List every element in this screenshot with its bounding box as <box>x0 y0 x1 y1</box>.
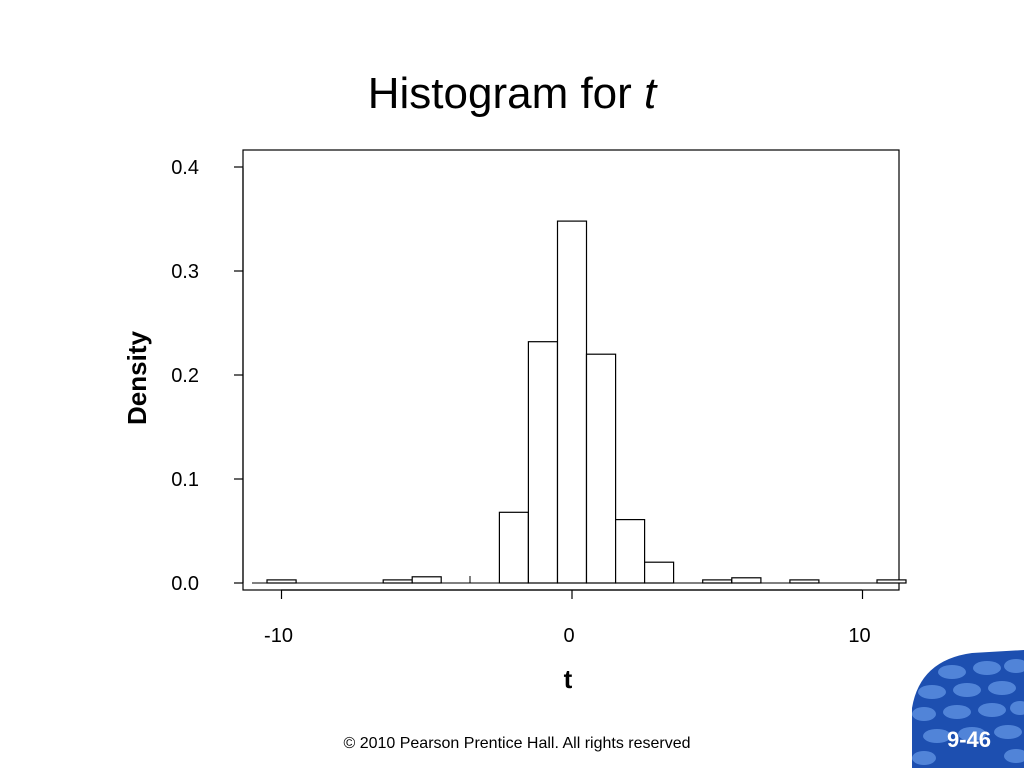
y-tick-label: 0.4 <box>171 157 199 179</box>
copyright-footer: © 2010 Pearson Prentice Hall. All rights… <box>343 735 691 752</box>
histogram-bar <box>789 579 820 584</box>
y-axis-label: Density <box>122 331 152 425</box>
histogram-bar <box>266 579 297 584</box>
histogram-bar <box>643 561 675 584</box>
histogram-bars <box>266 220 907 584</box>
badge-graphic <box>912 650 1024 768</box>
slide-title: Histogram for t <box>0 68 1024 120</box>
x-axis-ticks: -10 0 10 <box>264 590 871 647</box>
x-tick-label: -10 <box>264 625 293 647</box>
x-axis-label: t <box>564 664 573 694</box>
y-tick-label: 0.3 <box>171 261 199 283</box>
slide-badge <box>912 650 1024 768</box>
histogram-bar <box>556 220 588 584</box>
y-tick-label: 0.2 <box>171 365 199 387</box>
histogram-bar <box>585 353 617 584</box>
slide-number: 9-46 <box>946 727 992 752</box>
x-tick-label: 10 <box>848 625 870 647</box>
histogram-bar <box>731 577 762 584</box>
y-tick-label: 0.1 <box>171 469 199 491</box>
y-tick-label: 0.0 <box>171 573 199 595</box>
slide-title-text: Histogram for <box>367 69 645 118</box>
badge-dots <box>912 659 1024 765</box>
histogram-bar <box>411 576 442 584</box>
y-axis-ticks: 0.0 0.1 0.2 0.3 0.4 <box>171 157 243 595</box>
slide-title-variable: t <box>644 69 657 118</box>
x-tick-label: 0 <box>563 625 574 647</box>
histogram-bar <box>527 341 559 584</box>
histogram-bar <box>382 579 413 584</box>
histogram-bar <box>702 579 733 584</box>
histogram-bar <box>498 511 529 584</box>
histogram-bar <box>614 518 646 584</box>
histogram-bar <box>876 579 907 584</box>
